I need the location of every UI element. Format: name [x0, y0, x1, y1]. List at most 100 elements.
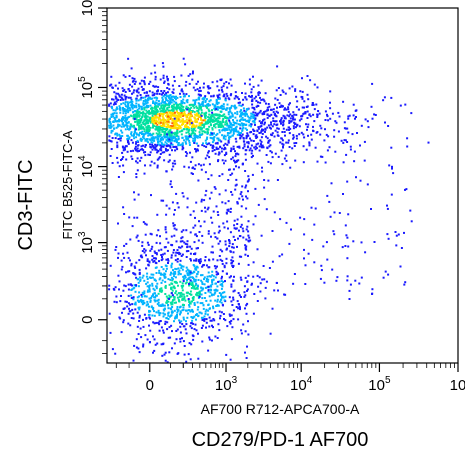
event-dot	[110, 131, 113, 134]
event-dot	[232, 290, 235, 293]
event-dot	[179, 106, 181, 109]
event-dot	[160, 248, 163, 251]
event-dot	[151, 255, 154, 257]
event-dot	[225, 120, 228, 122]
event-dot	[254, 187, 257, 190]
event-dot	[122, 319, 125, 322]
event-dot	[220, 293, 223, 296]
event-dot	[240, 191, 243, 194]
event-dot	[146, 338, 149, 341]
event-dot	[161, 151, 164, 154]
event-dot	[233, 219, 236, 222]
event-dot	[174, 149, 177, 152]
event-dot	[202, 104, 205, 107]
event-dot	[195, 113, 198, 116]
event-dot	[198, 104, 201, 107]
event-dot	[239, 101, 241, 104]
event-dot	[279, 141, 282, 144]
event-dot	[197, 306, 200, 309]
event-dot	[151, 137, 154, 140]
event-dot	[258, 145, 261, 148]
event-dot	[180, 74, 183, 77]
event-dot	[279, 218, 282, 221]
event-dot	[269, 144, 272, 147]
event-dot	[176, 260, 179, 263]
event-dot	[313, 261, 316, 264]
event-dot	[137, 99, 140, 102]
event-dot	[225, 151, 228, 154]
event-dot	[140, 117, 142, 120]
event-dot	[146, 121, 149, 124]
event-dot	[147, 97, 149, 100]
event-dot	[176, 311, 179, 314]
event-dot	[134, 120, 137, 123]
event-dot	[137, 278, 140, 281]
event-dot	[170, 324, 173, 327]
event-dot	[292, 127, 295, 130]
event-dot	[189, 290, 192, 293]
event-dot	[209, 288, 212, 291]
event-dot	[155, 99, 158, 102]
event-dot	[145, 131, 148, 134]
event-dot	[189, 160, 192, 163]
event-dot	[151, 118, 154, 121]
event-dot	[177, 104, 179, 106]
event-dot	[182, 306, 185, 309]
event-dot	[128, 115, 131, 118]
event-dot	[154, 105, 156, 108]
event-dot	[146, 281, 149, 284]
event-dot	[167, 259, 170, 262]
event-dot	[162, 145, 165, 148]
event-dot	[216, 298, 219, 301]
event-dot	[149, 299, 152, 302]
event-dot	[315, 103, 318, 106]
event-dot	[122, 156, 125, 159]
event-dot	[198, 89, 201, 92]
event-dot	[201, 127, 203, 130]
event-dot	[138, 308, 141, 311]
event-dot	[132, 135, 135, 138]
event-dot	[151, 139, 154, 141]
event-dot	[202, 86, 205, 89]
event-dot	[206, 275, 209, 278]
event-dot	[188, 95, 190, 98]
event-dot	[221, 134, 224, 137]
event-dot	[230, 112, 233, 115]
event-dot	[111, 107, 114, 110]
event-dot	[245, 120, 248, 123]
event-dot	[218, 131, 221, 134]
event-dot	[149, 143, 151, 146]
event-dot	[130, 115, 133, 118]
event-dot	[187, 131, 190, 134]
event-dot	[159, 312, 162, 315]
event-dot	[134, 114, 137, 117]
event-dot	[146, 241, 149, 244]
event-dot	[171, 125, 174, 128]
event-dot	[221, 159, 224, 162]
event-dot	[175, 103, 178, 106]
event-dot	[175, 281, 178, 284]
event-dot	[141, 138, 143, 141]
event-dot	[252, 75, 254, 78]
event-dot	[175, 251, 178, 254]
event-dot	[215, 117, 218, 120]
event-dot	[150, 295, 153, 298]
event-dot	[120, 93, 123, 96]
event-dot	[143, 290, 146, 293]
event-dot	[143, 91, 146, 94]
event-dot	[231, 304, 234, 306]
event-dot	[192, 210, 195, 213]
event-dot	[173, 140, 176, 143]
event-dot	[155, 121, 157, 124]
event-dot	[127, 57, 130, 60]
event-dot	[178, 269, 181, 272]
event-dot	[136, 144, 139, 147]
event-dot	[232, 264, 235, 267]
event-dot	[142, 274, 145, 277]
event-dot	[171, 137, 174, 140]
event-dot	[177, 352, 180, 355]
event-dot	[221, 104, 224, 107]
event-dot	[208, 258, 210, 261]
event-dot	[173, 95, 176, 98]
x-marker-label: CD279/PD-1 AF700	[192, 429, 369, 451]
